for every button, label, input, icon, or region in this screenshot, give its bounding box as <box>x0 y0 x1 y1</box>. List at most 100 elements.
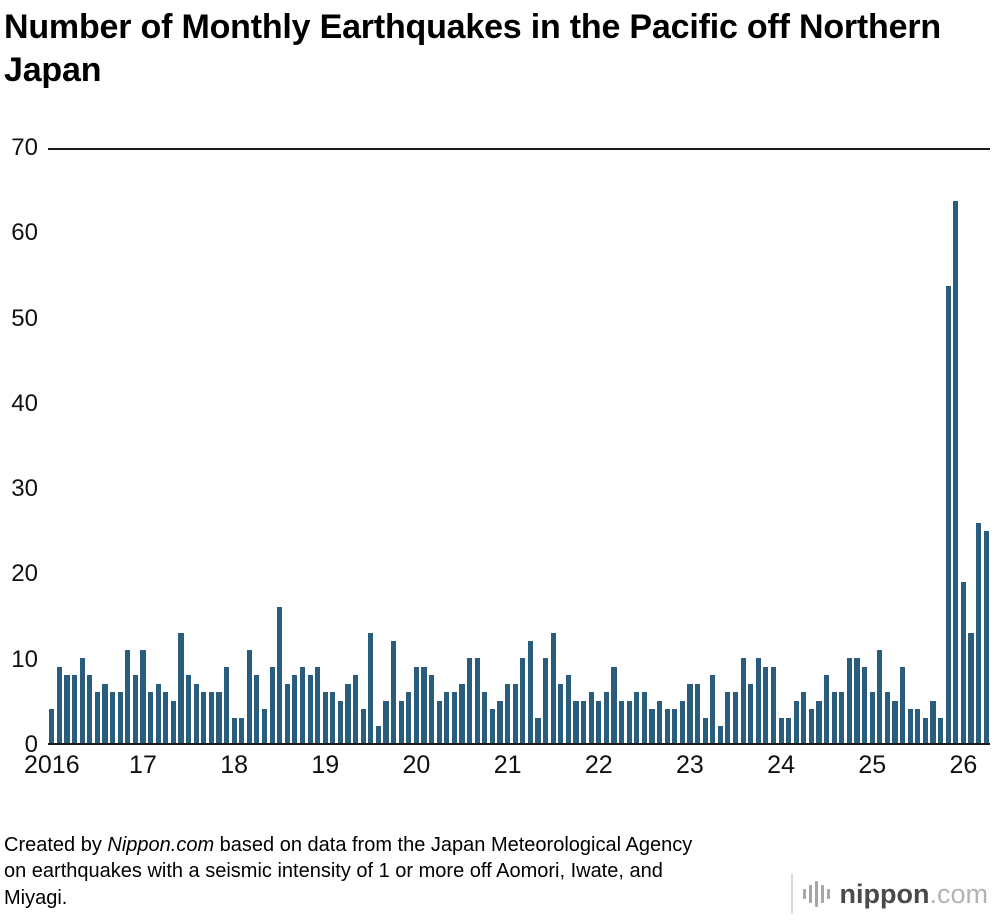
bar <box>72 675 78 743</box>
bar <box>87 675 93 743</box>
bar <box>968 632 974 743</box>
bar <box>239 717 245 743</box>
bar <box>687 683 693 743</box>
bar <box>49 709 55 743</box>
bar <box>831 692 837 743</box>
bar <box>907 709 913 743</box>
x-tick-label: 24 <box>767 751 795 779</box>
x-tick-label: 23 <box>676 751 704 779</box>
bar <box>641 692 647 743</box>
bar <box>869 692 875 743</box>
y-tick-label: 0 <box>24 731 38 758</box>
bar <box>922 717 928 743</box>
bar <box>512 683 518 743</box>
bar <box>391 641 397 743</box>
bar <box>140 649 146 743</box>
bar <box>558 683 564 743</box>
y-tick-label: 60 <box>11 219 38 247</box>
bar <box>725 692 731 743</box>
bar <box>482 692 488 743</box>
bar <box>261 709 268 743</box>
x-tick-label: 22 <box>584 751 613 779</box>
bar <box>117 692 123 743</box>
bar <box>580 700 587 743</box>
bar <box>527 641 533 743</box>
bar <box>763 666 769 743</box>
bar <box>634 692 640 743</box>
bar <box>778 717 784 743</box>
bar <box>497 700 503 743</box>
bar <box>588 692 594 743</box>
y-tick-label: 70 <box>11 134 38 161</box>
bar <box>770 666 777 743</box>
bar <box>892 700 898 743</box>
bar <box>854 658 860 743</box>
bar <box>679 700 685 743</box>
bar <box>132 675 138 743</box>
bar <box>307 675 313 743</box>
bar <box>573 700 579 743</box>
bar <box>953 200 959 743</box>
bar <box>429 675 435 743</box>
x-tick-label: 2016 <box>23 751 80 779</box>
bar <box>94 692 100 743</box>
bar <box>656 700 663 743</box>
bar <box>406 692 412 743</box>
bar <box>748 683 754 743</box>
bar <box>550 632 556 743</box>
bar <box>155 683 161 743</box>
bar <box>56 666 62 743</box>
bar <box>413 666 420 743</box>
bar <box>900 666 906 743</box>
bar <box>930 700 936 743</box>
bar <box>565 675 571 743</box>
bar <box>231 717 237 743</box>
bar <box>755 658 761 743</box>
bar <box>178 632 184 743</box>
bar <box>884 692 891 743</box>
bar <box>208 692 214 743</box>
bar <box>672 709 678 743</box>
bar <box>846 658 853 743</box>
bar <box>109 692 116 743</box>
bar <box>444 692 450 743</box>
bar <box>375 726 382 743</box>
bar <box>193 683 199 743</box>
bar <box>284 683 290 743</box>
bar <box>793 700 799 743</box>
bar <box>125 649 131 743</box>
bar <box>467 658 473 743</box>
credit-prefix: Created by <box>4 834 108 856</box>
y-tick-label: 20 <box>11 560 38 588</box>
bar <box>170 700 176 743</box>
bar <box>740 658 746 743</box>
y-tick-label: 30 <box>11 475 38 503</box>
bar <box>505 683 511 743</box>
logo-separator <box>790 874 793 914</box>
bar <box>459 683 465 743</box>
x-axis: 2016 17 18 19 20 21 22 23 24 25 26 <box>24 751 990 784</box>
bar <box>102 683 108 743</box>
bar <box>299 666 306 743</box>
bar <box>398 700 404 743</box>
bar <box>596 700 602 743</box>
x-tick-label: 21 <box>493 751 522 779</box>
bar <box>808 709 815 743</box>
bar <box>254 675 260 743</box>
x-tick-label: 19 <box>311 751 340 779</box>
credit-suffix: based on data from the Japan Meteorologi… <box>4 834 693 909</box>
bar <box>710 675 716 743</box>
logo-text: nippon.com <box>840 880 988 908</box>
bar <box>436 700 442 743</box>
bar <box>862 666 868 743</box>
bar <box>292 675 298 743</box>
y-tick-label: 50 <box>11 304 38 332</box>
bar <box>945 285 951 743</box>
bar <box>216 692 222 743</box>
bar <box>330 692 336 743</box>
bar <box>474 658 480 743</box>
y-tick-label: 40 <box>11 389 38 417</box>
bar <box>732 692 739 743</box>
bar <box>877 649 883 743</box>
